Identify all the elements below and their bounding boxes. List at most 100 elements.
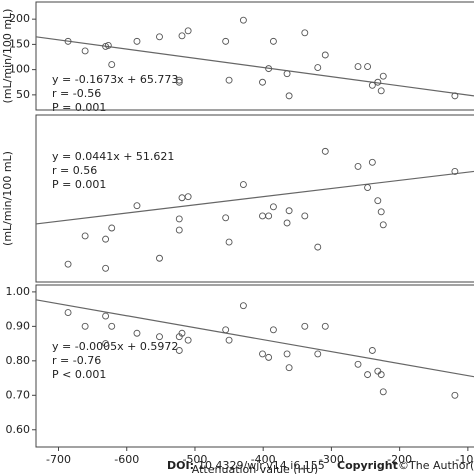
point bbox=[175, 226, 183, 234]
point bbox=[374, 197, 382, 205]
point bbox=[175, 76, 183, 84]
point bbox=[377, 87, 385, 95]
point bbox=[354, 162, 362, 170]
fit-line bbox=[35, 170, 474, 225]
point bbox=[225, 76, 233, 84]
y-tick-label: 0.90 bbox=[6, 319, 31, 332]
point bbox=[283, 219, 291, 227]
point bbox=[301, 29, 309, 37]
plot-frame bbox=[35, 114, 474, 283]
point bbox=[133, 37, 141, 45]
x-tick-label: -600 bbox=[114, 453, 139, 466]
copyright-rest: ©The Author(s) 20 bbox=[398, 459, 474, 472]
point bbox=[102, 42, 110, 50]
point bbox=[354, 360, 362, 368]
point bbox=[265, 353, 273, 361]
point bbox=[259, 212, 266, 220]
point bbox=[377, 208, 385, 216]
point bbox=[175, 347, 183, 354]
point bbox=[81, 47, 89, 55]
point bbox=[175, 215, 183, 223]
point bbox=[374, 367, 382, 375]
point bbox=[314, 243, 322, 251]
point bbox=[368, 347, 376, 354]
annotation: y = -0.0005x + 0.5972 bbox=[52, 340, 178, 353]
point bbox=[379, 72, 387, 80]
y-axis-label: (mL/min/100 mL) bbox=[1, 9, 14, 104]
y-tick-label: 200 bbox=[9, 12, 30, 25]
annotation: r = -0.76 bbox=[52, 354, 101, 367]
y-tick-label: 150 bbox=[9, 37, 30, 50]
y-tick-label: 50 bbox=[16, 88, 30, 101]
annotation: y = -0.1673x + 65.773 bbox=[52, 73, 178, 86]
plot-frame bbox=[35, 1, 474, 111]
point bbox=[364, 184, 372, 192]
point bbox=[108, 224, 116, 232]
point bbox=[259, 350, 266, 358]
point bbox=[451, 92, 459, 100]
point bbox=[354, 63, 362, 71]
point bbox=[368, 158, 376, 166]
point bbox=[184, 27, 192, 35]
point bbox=[239, 16, 247, 24]
point bbox=[156, 33, 163, 41]
x-tick-label: -700 bbox=[46, 453, 71, 466]
point bbox=[451, 391, 459, 399]
point bbox=[156, 254, 163, 262]
point bbox=[222, 214, 230, 222]
point bbox=[184, 336, 192, 344]
point bbox=[175, 78, 183, 86]
x-tick-label: -300 bbox=[319, 453, 344, 466]
point bbox=[301, 212, 309, 220]
point bbox=[133, 202, 141, 210]
point bbox=[102, 235, 110, 243]
fit-line bbox=[35, 36, 474, 97]
point bbox=[269, 203, 277, 211]
annotation: r = -0.56 bbox=[52, 87, 101, 100]
point bbox=[133, 329, 141, 337]
point bbox=[175, 333, 183, 341]
doi-label: DOI: bbox=[167, 459, 194, 472]
point bbox=[368, 81, 376, 89]
point bbox=[81, 322, 89, 330]
x-tick-label: -100 bbox=[455, 453, 474, 466]
point bbox=[301, 322, 309, 330]
point bbox=[269, 37, 277, 45]
point bbox=[285, 92, 293, 100]
plot-frame bbox=[35, 284, 474, 448]
point bbox=[321, 322, 329, 330]
x-tick-label: -200 bbox=[387, 453, 412, 466]
y-tick-label: 0.60 bbox=[6, 423, 31, 436]
point bbox=[81, 232, 89, 240]
x-tick-label: -400 bbox=[251, 453, 276, 466]
point bbox=[269, 326, 277, 334]
point bbox=[64, 260, 72, 268]
point bbox=[102, 264, 110, 272]
y-tick-label: 100 bbox=[9, 63, 30, 76]
x-axis-label: Attenuation value (HU) bbox=[192, 463, 318, 474]
y-tick-label: 0.70 bbox=[6, 388, 31, 401]
point bbox=[178, 32, 186, 40]
point bbox=[377, 371, 385, 379]
point bbox=[374, 78, 382, 86]
point bbox=[184, 193, 192, 201]
point bbox=[222, 37, 230, 45]
fit-line bbox=[35, 299, 474, 378]
point bbox=[364, 63, 372, 71]
point bbox=[265, 212, 273, 220]
point bbox=[321, 51, 329, 59]
point bbox=[285, 364, 293, 372]
point bbox=[64, 37, 72, 45]
x-tick-label: -500 bbox=[182, 453, 207, 466]
annotation: P = 0.001 bbox=[52, 178, 106, 191]
point bbox=[283, 350, 291, 358]
point bbox=[364, 371, 372, 379]
annotation: P = 0.001 bbox=[52, 101, 106, 114]
copyright: Copyright bbox=[337, 459, 398, 472]
point bbox=[178, 194, 186, 202]
annotation: P < 0.001 bbox=[52, 368, 106, 381]
point bbox=[379, 388, 387, 396]
point bbox=[283, 70, 291, 78]
point bbox=[259, 78, 266, 86]
